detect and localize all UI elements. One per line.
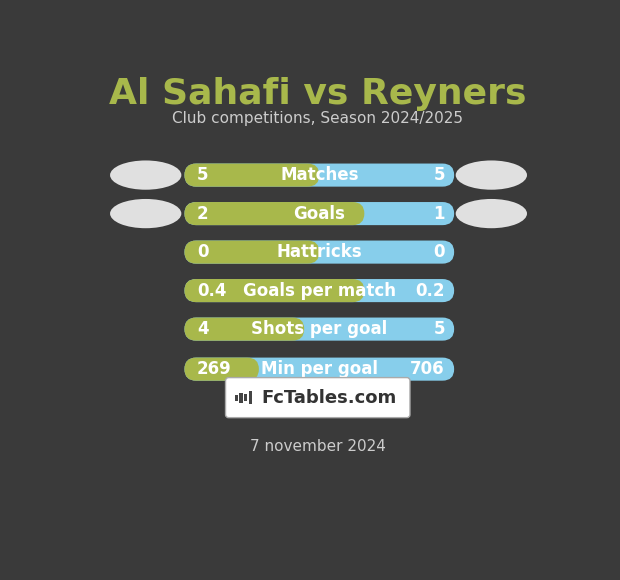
Text: 5: 5	[433, 320, 445, 338]
Text: Goals: Goals	[293, 205, 345, 223]
Text: Matches: Matches	[280, 166, 358, 184]
Ellipse shape	[456, 199, 527, 228]
FancyBboxPatch shape	[185, 317, 304, 340]
FancyBboxPatch shape	[185, 317, 454, 340]
Text: 0: 0	[433, 243, 445, 261]
Text: 7 november 2024: 7 november 2024	[250, 440, 386, 454]
Text: 1: 1	[433, 205, 445, 223]
Text: 5: 5	[197, 166, 208, 184]
FancyBboxPatch shape	[185, 279, 365, 302]
FancyBboxPatch shape	[226, 378, 410, 418]
Bar	[239, 393, 242, 403]
Text: 5: 5	[433, 166, 445, 184]
FancyBboxPatch shape	[185, 202, 454, 225]
Text: Hattricks: Hattricks	[277, 243, 362, 261]
Text: FcTables.com: FcTables.com	[261, 389, 396, 407]
Text: Min per goal: Min per goal	[261, 360, 378, 378]
Text: Shots per goal: Shots per goal	[251, 320, 388, 338]
Text: 0.2: 0.2	[415, 282, 445, 300]
Bar	[249, 392, 252, 404]
Text: 0: 0	[197, 243, 208, 261]
FancyBboxPatch shape	[185, 241, 454, 264]
Bar	[244, 394, 247, 401]
Bar	[235, 394, 238, 401]
FancyBboxPatch shape	[185, 241, 319, 264]
Text: Al Sahafi vs Reyners: Al Sahafi vs Reyners	[109, 77, 526, 111]
Text: 706: 706	[410, 360, 445, 378]
FancyBboxPatch shape	[185, 358, 454, 380]
Ellipse shape	[456, 161, 527, 190]
Ellipse shape	[110, 199, 182, 228]
Text: 2: 2	[197, 205, 208, 223]
FancyBboxPatch shape	[185, 358, 259, 380]
Ellipse shape	[110, 161, 182, 190]
FancyBboxPatch shape	[185, 164, 319, 187]
Text: Club competitions, Season 2024/2025: Club competitions, Season 2024/2025	[172, 111, 463, 126]
FancyBboxPatch shape	[185, 164, 454, 187]
Text: Goals per match: Goals per match	[243, 282, 396, 300]
Text: 269: 269	[197, 360, 232, 378]
FancyBboxPatch shape	[185, 202, 365, 225]
Text: 4: 4	[197, 320, 208, 338]
FancyBboxPatch shape	[185, 279, 454, 302]
Text: 0.4: 0.4	[197, 282, 226, 300]
